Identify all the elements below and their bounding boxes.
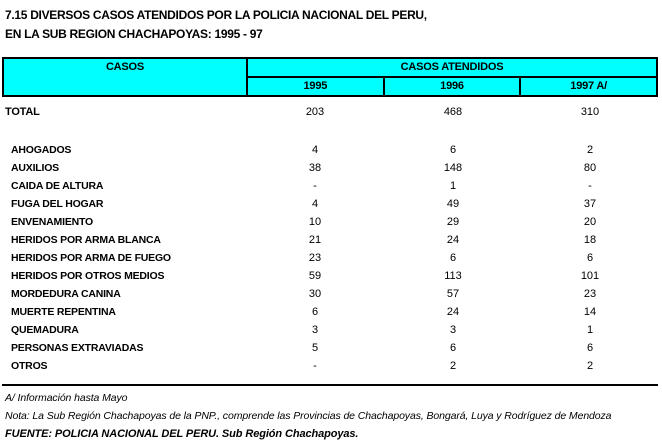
row-value-1996: 6 — [449, 342, 457, 354]
row-value-1996: 2 — [449, 360, 457, 372]
row-value-1996: 6 — [449, 144, 457, 156]
row-label: ENVENAMIENTO — [11, 216, 93, 228]
row-value-1995: - — [313, 180, 317, 192]
footer-notes: A/ Información hasta Mayo Nota: La Sub R… — [5, 391, 657, 442]
row-value-1996: 6 — [449, 252, 457, 264]
row-value-1995: 5 — [311, 342, 319, 354]
table-row: OTROS - 2 2 — [2, 357, 658, 375]
row-label: OTROS — [11, 360, 48, 372]
row-value-1997: 2 — [586, 144, 594, 156]
row-label: MUERTE REPENTINA — [11, 306, 116, 318]
row-value-1996: 3 — [449, 324, 457, 336]
table-row: AHOGADOS 4 6 2 — [2, 141, 658, 159]
row-label: QUEMADURA — [11, 324, 79, 336]
row-label: HERIDOS POR ARMA DE FUEGO — [11, 252, 171, 264]
row-label: FUGA DEL HOGAR — [11, 198, 104, 210]
row-value-1997: 2 — [586, 360, 594, 372]
row-value-1997: 18 — [583, 234, 597, 246]
table-row: ENVENAMIENTO 10 29 20 — [2, 213, 658, 231]
row-value-1995: 30 — [308, 288, 322, 300]
table-row: PERSONAS EXTRAVIADAS 5 6 6 — [2, 339, 658, 357]
row-value-1997: 80 — [583, 162, 597, 174]
footer-divider — [2, 384, 658, 386]
row-value-1996: 468 — [443, 106, 463, 118]
table-row: CAIDA DE ALTURA - 1 - — [2, 177, 658, 195]
table-row: HERIDOS POR ARMA DE FUEGO 23 6 6 — [2, 249, 658, 267]
note-provinces: Nota: La Sub Región Chachapoyas de la PN… — [5, 410, 612, 422]
table-row: AUXILIOS 38 148 80 — [2, 159, 658, 177]
table-row: HERIDOS POR ARMA BLANCA 21 24 18 — [2, 231, 658, 249]
row-value-1997: 310 — [580, 106, 600, 118]
table-row: FUGA DEL HOGAR 4 49 37 — [2, 195, 658, 213]
row-value-1997: 37 — [583, 198, 597, 210]
row-value-1996: 57 — [446, 288, 460, 300]
row-label: PERSONAS EXTRAVIADAS — [11, 342, 144, 354]
row-label: HERIDOS POR OTROS MEDIOS — [11, 270, 165, 282]
row-value-1995: 4 — [311, 198, 319, 210]
source-note: FUENTE: POLICIA NACIONAL DEL PERU. Sub R… — [5, 428, 359, 440]
header-years-row: 1995 1996 1997 A/ — [248, 78, 656, 95]
header-cell-casos: CASOS — [4, 59, 246, 95]
table-row: MORDEDURA CANINA 30 57 23 — [2, 285, 658, 303]
table-header: CASOS CASOS ATENDIDOS 1995 1996 1997 A/ — [2, 57, 658, 97]
title-line-2: EN LA SUB REGION CHACHAPOYAS: 1995 - 97 — [5, 27, 263, 41]
row-value-1997: 101 — [580, 270, 600, 282]
row-value-1995: 59 — [308, 270, 322, 282]
row-value-1997: - — [588, 180, 592, 192]
row-label: AUXILIOS — [11, 162, 59, 174]
row-value-1995: 10 — [308, 216, 322, 228]
row-label: HERIDOS POR ARMA BLANCA — [11, 234, 161, 246]
row-label: TOTAL — [5, 106, 40, 118]
row-value-1995: - — [313, 360, 317, 372]
table-row: MUERTE REPENTINA 6 24 14 — [2, 303, 658, 321]
row-value-1997: 6 — [586, 342, 594, 354]
row-value-1997: 23 — [583, 288, 597, 300]
row-value-1996: 29 — [446, 216, 460, 228]
row-value-1995: 21 — [308, 234, 322, 246]
table-row-total: TOTAL 203 468 310 — [2, 103, 658, 121]
row-value-1997: 20 — [583, 216, 597, 228]
row-value-1995: 38 — [308, 162, 322, 174]
table-row: HERIDOS POR OTROS MEDIOS 59 113 101 — [2, 267, 658, 285]
header-cell-year-1996: 1996 — [384, 78, 520, 95]
row-value-1995: 3 — [311, 324, 319, 336]
row-label: AHOGADOS — [11, 144, 72, 156]
row-spacer — [2, 121, 658, 141]
table-row: QUEMADURA 3 3 1 — [2, 321, 658, 339]
header-right-section: CASOS ATENDIDOS 1995 1996 1997 A/ — [248, 59, 656, 95]
row-value-1996: 24 — [446, 306, 460, 318]
note-info-until-may: A/ Información hasta Mayo — [5, 392, 128, 404]
table-body: TOTAL 203 468 310 AHOGADOS 4 6 2 AUXILIO… — [2, 103, 658, 375]
row-label: MORDEDURA CANINA — [11, 288, 121, 300]
header-cell-year-1995: 1995 — [248, 78, 383, 95]
header-cell-casos-atendidos: CASOS ATENDIDOS — [248, 59, 656, 76]
table-title: 7.15 DIVERSOS CASOS ATENDIDOS POR LA POL… — [5, 6, 427, 44]
row-value-1996: 113 — [444, 270, 462, 282]
row-value-1995: 6 — [311, 306, 319, 318]
row-value-1995: 4 — [311, 144, 319, 156]
row-value-1995: 203 — [305, 106, 325, 118]
row-label: CAIDA DE ALTURA — [11, 180, 104, 192]
row-value-1997: 1 — [586, 324, 594, 336]
row-value-1996: 24 — [446, 234, 460, 246]
row-value-1997: 14 — [583, 306, 597, 318]
row-value-1996: 1 — [449, 180, 457, 192]
row-value-1997: 6 — [586, 252, 594, 264]
title-line-1: 7.15 DIVERSOS CASOS ATENDIDOS POR LA POL… — [5, 8, 427, 22]
row-value-1996: 49 — [446, 198, 460, 210]
row-value-1996: 148 — [443, 162, 463, 174]
row-value-1995: 23 — [308, 252, 322, 264]
header-cell-year-1997: 1997 A/ — [521, 78, 656, 95]
